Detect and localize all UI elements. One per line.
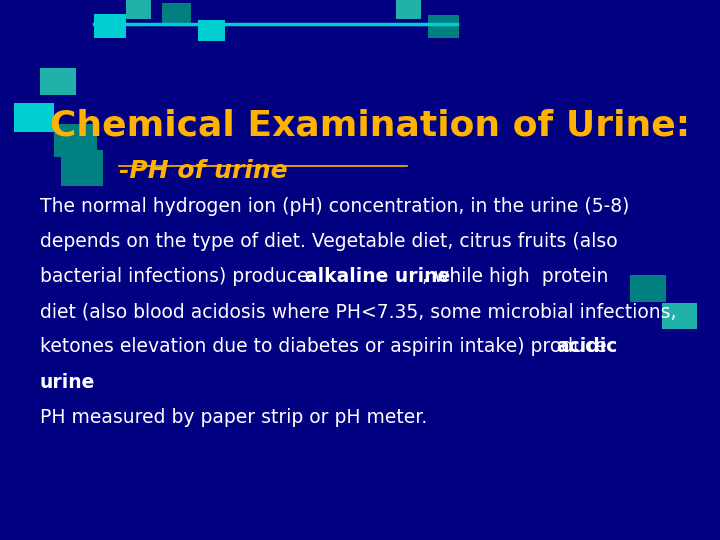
FancyBboxPatch shape <box>630 275 666 302</box>
FancyBboxPatch shape <box>61 150 103 186</box>
FancyBboxPatch shape <box>40 68 76 94</box>
Text: diet (also blood acidosis where PH<7.35, some microbial infections,: diet (also blood acidosis where PH<7.35,… <box>40 302 676 321</box>
Text: , while high  protein: , while high protein <box>422 267 608 286</box>
FancyBboxPatch shape <box>162 3 191 24</box>
FancyBboxPatch shape <box>396 0 421 19</box>
FancyBboxPatch shape <box>428 15 459 38</box>
Text: acidic: acidic <box>557 338 618 356</box>
FancyBboxPatch shape <box>54 124 97 157</box>
FancyBboxPatch shape <box>14 103 54 132</box>
Text: ketones elevation due to diabetes or aspirin intake) produce: ketones elevation due to diabetes or asp… <box>40 338 612 356</box>
Text: alkaline urine: alkaline urine <box>305 267 450 286</box>
Text: PH measured by paper strip or pH meter.: PH measured by paper strip or pH meter. <box>40 408 427 427</box>
Text: The normal hydrogen ion (pH) concentration, in the urine (5-8): The normal hydrogen ion (pH) concentrati… <box>40 197 629 216</box>
Text: Chemical Examination of Urine:: Chemical Examination of Urine: <box>50 108 690 142</box>
FancyBboxPatch shape <box>198 20 225 40</box>
Text: -PH of urine: -PH of urine <box>119 159 287 183</box>
Text: .: . <box>84 373 90 392</box>
FancyBboxPatch shape <box>94 14 126 38</box>
Text: urine: urine <box>40 373 95 392</box>
Text: bacterial infections) produce: bacterial infections) produce <box>40 267 314 286</box>
Text: depends on the type of diet. Vegetable diet, citrus fruits (also: depends on the type of diet. Vegetable d… <box>40 232 617 251</box>
FancyBboxPatch shape <box>662 303 697 329</box>
FancyBboxPatch shape <box>126 0 151 19</box>
